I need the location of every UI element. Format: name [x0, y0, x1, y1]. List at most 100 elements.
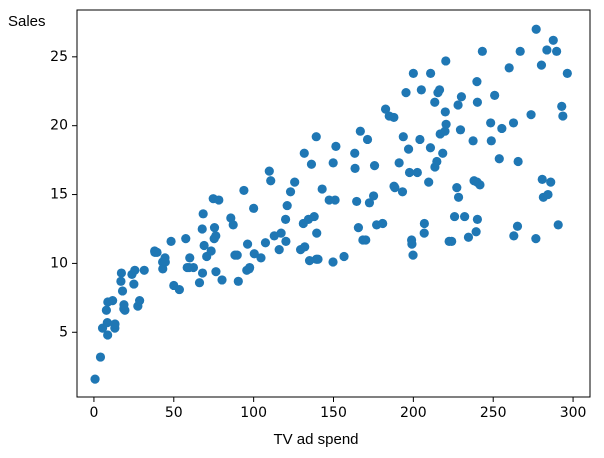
point	[199, 240, 209, 251]
point	[486, 136, 496, 146]
point	[90, 374, 100, 384]
point	[369, 161, 380, 171]
point	[548, 35, 558, 45]
point	[472, 77, 482, 87]
point	[468, 136, 478, 146]
point	[352, 196, 362, 207]
point	[306, 159, 317, 169]
y-tick-label: 20	[50, 118, 68, 134]
point	[486, 118, 496, 128]
point	[441, 56, 451, 66]
point	[160, 257, 170, 267]
point	[233, 276, 243, 286]
point	[242, 239, 253, 249]
point	[441, 119, 451, 129]
point	[274, 245, 284, 255]
point	[553, 220, 563, 230]
point	[494, 154, 504, 164]
point	[407, 239, 417, 249]
point	[361, 235, 371, 245]
point	[397, 187, 408, 197]
point	[350, 148, 360, 158]
x-tick-label: 200	[400, 405, 427, 421]
point	[102, 318, 112, 328]
point	[185, 253, 195, 263]
y-tick-label: 10	[50, 255, 68, 271]
point	[197, 268, 208, 278]
point	[398, 132, 408, 142]
point	[472, 214, 483, 224]
point	[285, 187, 296, 197]
point	[116, 276, 126, 286]
point	[206, 246, 216, 256]
point	[108, 295, 118, 306]
point	[453, 192, 464, 202]
point	[304, 256, 315, 266]
point	[117, 286, 128, 296]
point	[211, 267, 221, 277]
point	[419, 228, 429, 238]
point	[194, 278, 205, 288]
point	[415, 134, 425, 145]
point	[95, 352, 106, 362]
point	[513, 156, 523, 167]
point	[408, 250, 418, 260]
point	[103, 330, 113, 340]
point	[456, 92, 467, 102]
point	[197, 224, 207, 234]
point	[460, 211, 470, 222]
point	[557, 101, 567, 112]
point	[364, 198, 375, 208]
point	[339, 251, 349, 262]
point	[546, 177, 556, 187]
x-axis-label: TV ad spend	[273, 431, 358, 448]
point	[508, 118, 519, 128]
point	[266, 176, 276, 186]
point	[440, 107, 450, 117]
point	[449, 211, 460, 222]
y-tick-label: 15	[50, 187, 68, 203]
point	[328, 158, 338, 168]
point	[350, 163, 360, 173]
point	[378, 218, 388, 229]
point	[412, 167, 422, 178]
point	[455, 125, 466, 135]
point	[328, 257, 338, 267]
point	[135, 295, 145, 306]
point	[542, 45, 552, 55]
point	[526, 110, 536, 120]
point	[280, 214, 291, 224]
point	[228, 220, 238, 230]
x-tick-label: 50	[165, 405, 183, 421]
point	[490, 90, 500, 100]
point	[249, 203, 259, 213]
point	[390, 183, 400, 193]
point	[166, 236, 176, 246]
point	[353, 223, 364, 233]
point	[217, 275, 227, 285]
point	[452, 183, 462, 193]
point	[282, 200, 292, 211]
point	[432, 156, 442, 167]
point	[260, 238, 271, 248]
point	[211, 231, 221, 241]
point	[198, 209, 208, 219]
point	[331, 141, 341, 151]
point	[463, 232, 474, 242]
point	[330, 195, 340, 205]
point	[129, 279, 139, 289]
point	[394, 158, 404, 168]
point	[309, 211, 319, 222]
point	[214, 195, 224, 205]
point	[317, 184, 327, 194]
point	[389, 112, 399, 123]
point	[110, 319, 120, 329]
point	[543, 189, 553, 200]
point	[239, 185, 249, 196]
point	[403, 144, 414, 154]
point	[404, 167, 415, 178]
point	[119, 300, 129, 310]
point	[469, 176, 479, 186]
point	[438, 148, 448, 158]
